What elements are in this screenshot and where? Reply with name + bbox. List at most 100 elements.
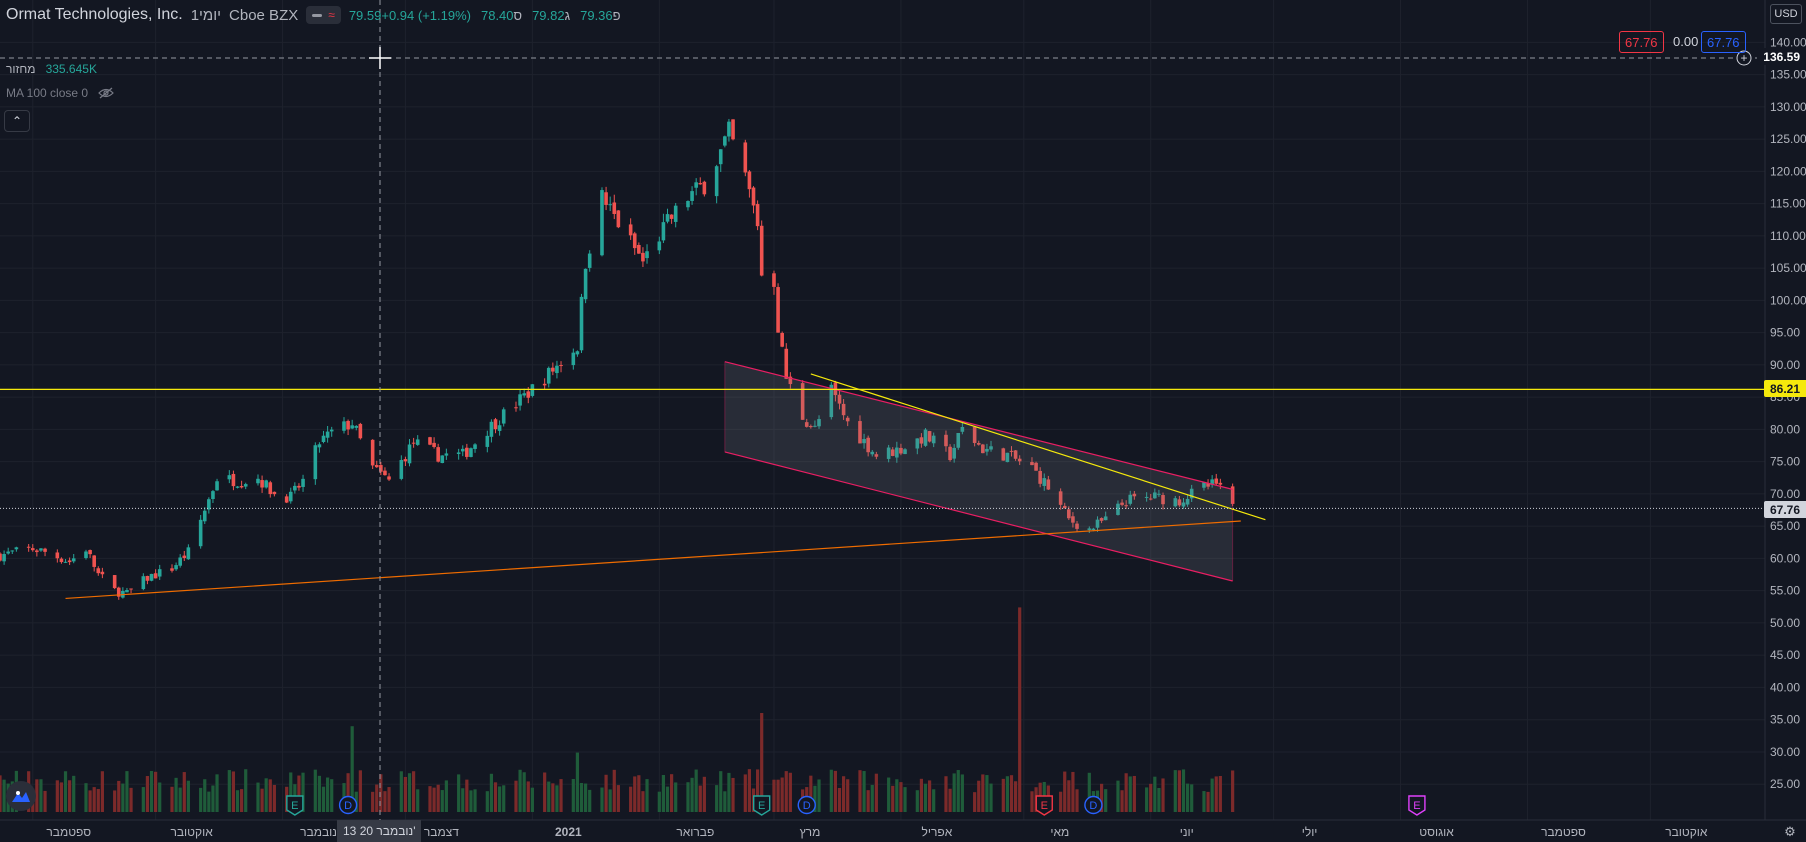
candle-body[interactable] <box>1144 496 1149 498</box>
candle-body[interactable] <box>886 447 891 459</box>
candle-body[interactable] <box>350 425 354 429</box>
candle-body[interactable] <box>182 555 187 559</box>
channel-lower-line[interactable] <box>724 451 1233 582</box>
ma-indicator[interactable]: MA 100 close 0 <box>6 86 114 100</box>
candle-body[interactable] <box>755 204 760 227</box>
candle-body[interactable] <box>141 576 146 590</box>
candle-body[interactable] <box>145 575 150 581</box>
candle-body[interactable] <box>788 376 793 385</box>
candle-body[interactable] <box>268 482 273 495</box>
candle-body[interactable] <box>694 182 698 188</box>
earnings-event-icon[interactable] <box>286 795 304 816</box>
candle-body[interactable] <box>493 419 498 430</box>
candle-body[interactable] <box>313 445 318 480</box>
candle-body[interactable] <box>0 553 2 561</box>
candle-body[interactable] <box>211 491 215 500</box>
candle-body[interactable] <box>985 448 989 452</box>
candle-body[interactable] <box>374 465 379 468</box>
candle-body[interactable] <box>890 449 895 456</box>
candle-body[interactable] <box>1120 502 1124 505</box>
candle-body[interactable] <box>342 421 346 431</box>
candle-body[interactable] <box>800 383 805 420</box>
candle-body[interactable] <box>497 425 502 431</box>
candle-body[interactable] <box>30 548 35 551</box>
candle-body[interactable] <box>546 367 551 384</box>
candle-body[interactable] <box>444 453 449 456</box>
event-marker-label[interactable]: E <box>758 800 765 812</box>
candle-body[interactable] <box>1230 486 1235 504</box>
candle-body[interactable] <box>112 575 117 589</box>
candle-body[interactable] <box>772 273 776 287</box>
candle-body[interactable] <box>1210 479 1214 485</box>
candle-body[interactable] <box>256 478 260 484</box>
event-marker-label[interactable]: E <box>291 800 298 812</box>
candle-body[interactable] <box>559 365 563 367</box>
event-marker-label[interactable]: E <box>1413 800 1420 812</box>
collapse-legend-button[interactable]: ⌃ <box>4 110 30 132</box>
dividend-event-icon[interactable] <box>797 795 816 815</box>
candle-body[interactable] <box>809 426 813 428</box>
candle-body[interactable] <box>227 475 232 480</box>
candle-body[interactable] <box>399 460 404 479</box>
candle-body[interactable] <box>383 470 387 476</box>
candle-body[interactable] <box>59 558 64 563</box>
candle-body[interactable] <box>948 446 952 461</box>
candle-body[interactable] <box>1161 495 1165 505</box>
candle-body[interactable] <box>776 287 780 333</box>
eye-hidden-icon[interactable] <box>98 87 114 99</box>
candle-body[interactable] <box>387 476 391 480</box>
candle-body[interactable] <box>485 435 490 447</box>
candle-body[interactable] <box>1116 503 1120 515</box>
candle-body[interactable] <box>346 420 350 430</box>
candle-body[interactable] <box>321 435 326 443</box>
channel-fill[interactable] <box>724 361 1233 581</box>
candle-body[interactable] <box>903 449 907 455</box>
candle-body[interactable] <box>579 296 584 351</box>
candle-body[interactable] <box>1075 523 1079 529</box>
candle-body[interactable] <box>6 551 10 554</box>
candle-body[interactable] <box>1153 492 1157 499</box>
candle-body[interactable] <box>1214 478 1219 484</box>
candle-body[interactable] <box>301 478 305 487</box>
candle-body[interactable] <box>583 268 588 300</box>
candle-body[interactable] <box>784 348 789 379</box>
event-marker-label[interactable]: D <box>344 800 352 812</box>
candle-body[interactable] <box>669 214 674 219</box>
candle-body[interactable] <box>718 149 723 165</box>
candle-body[interactable] <box>84 551 88 559</box>
candle-body[interactable] <box>354 425 359 428</box>
candle-body[interactable] <box>665 214 670 222</box>
candle-body[interactable] <box>813 425 817 427</box>
candle-body[interactable] <box>690 191 694 201</box>
candle-body[interactable] <box>284 496 289 503</box>
candle-body[interactable] <box>927 431 932 442</box>
level-price-label[interactable]: 86.21 <box>1763 380 1806 397</box>
candle-body[interactable] <box>727 121 731 137</box>
candle-body[interactable] <box>1005 452 1010 463</box>
candle-body[interactable] <box>1058 491 1063 505</box>
candle-body[interactable] <box>153 573 158 579</box>
dividend-event-icon[interactable] <box>338 795 358 815</box>
candle-body[interactable] <box>358 423 363 439</box>
candle-body[interactable] <box>215 481 219 491</box>
candle-body[interactable] <box>207 499 211 510</box>
earnings-event-icon[interactable] <box>1408 795 1426 816</box>
candle-body[interactable] <box>96 568 101 574</box>
candle-body[interactable] <box>473 444 477 449</box>
candle-body[interactable] <box>989 446 993 450</box>
candle-body[interactable] <box>1091 528 1096 531</box>
candle-body[interactable] <box>440 455 445 463</box>
candle-body[interactable] <box>976 443 981 445</box>
candle-body[interactable] <box>587 253 592 268</box>
candle-body[interactable] <box>837 394 842 404</box>
candle-body[interactable] <box>67 560 72 563</box>
candle-body[interactable] <box>874 454 879 457</box>
candle-body[interactable] <box>370 439 375 466</box>
candle-body[interactable] <box>501 409 506 424</box>
candle-body[interactable] <box>714 166 719 197</box>
candle-body[interactable] <box>632 233 637 249</box>
candle-body[interactable] <box>432 442 436 447</box>
candle-body[interactable] <box>915 438 920 449</box>
candle-body[interactable] <box>518 394 522 406</box>
tradingview-logo[interactable] <box>6 781 36 811</box>
